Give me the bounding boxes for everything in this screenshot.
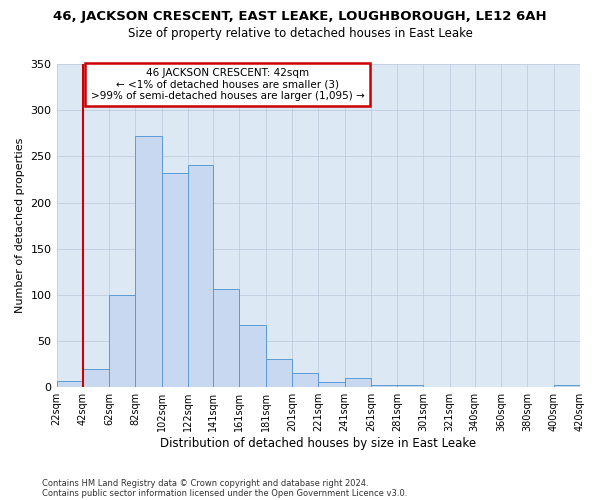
Text: Contains HM Land Registry data © Crown copyright and database right 2024.: Contains HM Land Registry data © Crown c… (42, 478, 368, 488)
Bar (554, 386, 580, 387)
Bar (292, 374, 318, 387)
Text: 46 JACKSON CRESCENT: 42sqm
← <1% of detached houses are smaller (3)
>99% of semi: 46 JACKSON CRESCENT: 42sqm ← <1% of deta… (91, 68, 364, 101)
Bar (162, 173, 188, 387)
X-axis label: Distribution of detached houses by size in East Leake: Distribution of detached houses by size … (160, 437, 476, 450)
Bar (318, 382, 344, 387)
Bar (109, 295, 136, 387)
Bar (188, 164, 213, 387)
Bar (213, 290, 239, 387)
Bar (371, 386, 397, 387)
Bar (83, 368, 109, 387)
Text: 46, JACKSON CRESCENT, EAST LEAKE, LOUGHBOROUGH, LE12 6AH: 46, JACKSON CRESCENT, EAST LEAKE, LOUGHB… (53, 10, 547, 23)
Bar (266, 358, 292, 387)
Bar (56, 380, 83, 387)
Bar (397, 386, 424, 387)
Text: Contains public sector information licensed under the Open Government Licence v3: Contains public sector information licen… (42, 488, 407, 498)
Y-axis label: Number of detached properties: Number of detached properties (15, 138, 25, 314)
Bar (239, 326, 266, 387)
Text: Size of property relative to detached houses in East Leake: Size of property relative to detached ho… (128, 28, 472, 40)
Bar (136, 136, 162, 387)
Bar (344, 378, 371, 387)
